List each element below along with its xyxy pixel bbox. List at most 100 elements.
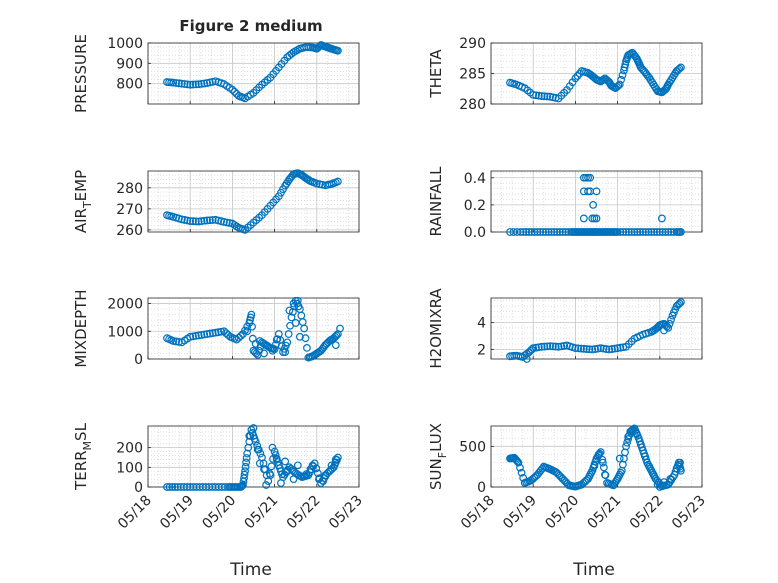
- data-point: [592, 214, 601, 223]
- data-point: [222, 218, 231, 227]
- data-point: [658, 214, 666, 223]
- y-axis-label: H2OMIXRA: [427, 288, 445, 369]
- data-point: [297, 311, 306, 320]
- data-point: [615, 454, 624, 463]
- data-point: [228, 85, 237, 94]
- data-point: [186, 217, 195, 225]
- x-axis-label-left: Time: [229, 560, 272, 580]
- subplot-1: 800 900 1000 PRESSURE: [72, 34, 360, 113]
- data-point: [303, 344, 311, 352]
- data-point: [232, 222, 241, 231]
- data-point: [641, 228, 650, 236]
- series-markers: [506, 173, 685, 236]
- data-point: [205, 216, 214, 225]
- data-point: [283, 467, 292, 476]
- grid: [490, 42, 703, 105]
- data-point: [177, 79, 186, 88]
- data-point: [203, 216, 211, 225]
- data-point: [189, 80, 197, 89]
- data-point: [596, 448, 605, 456]
- data-point: [281, 348, 290, 356]
- data-point: [590, 461, 599, 470]
- data-point: [592, 187, 601, 196]
- data-point: [512, 456, 521, 465]
- data-point: [590, 228, 599, 236]
- subplot-5: 0 1000 2000 MIXDEPTH: [72, 289, 360, 368]
- data-point: [539, 228, 547, 236]
- y-axis-label: PRESSURE: [72, 34, 90, 113]
- data-point: [617, 75, 626, 84]
- data-point: [558, 228, 567, 236]
- data-point: [516, 228, 525, 236]
- data-point: [331, 341, 340, 350]
- data-point: [175, 338, 183, 346]
- data-point: [165, 483, 174, 491]
- data-point: [627, 228, 636, 236]
- data-point: [658, 228, 667, 236]
- data-point: [660, 478, 668, 487]
- data-point: [677, 466, 685, 475]
- data-point: [647, 228, 656, 236]
- data-point: [660, 326, 668, 335]
- data-point: [251, 437, 260, 446]
- grid: [147, 297, 360, 360]
- data-point: [584, 173, 592, 182]
- data-point: [540, 92, 549, 101]
- y-tick-label: 900: [116, 56, 143, 72]
- y-tick-label: 0.0: [464, 225, 486, 241]
- x-tick-label: 05/21: [242, 493, 282, 533]
- data-point: [519, 228, 528, 236]
- data-point: [277, 479, 285, 487]
- data-point: [255, 337, 264, 345]
- data-point: [243, 327, 252, 336]
- data-point: [186, 332, 195, 341]
- subplot-7: 0 100 200 05/18 05/19 05/20 05/21 05/22 05/23 TER…: [72, 422, 366, 532]
- data-point: [589, 200, 598, 209]
- data-point: [197, 79, 206, 88]
- data-point: [532, 91, 540, 100]
- data-point: [548, 342, 557, 351]
- data-point: [666, 474, 675, 483]
- data-point: [327, 461, 336, 470]
- subplot-6: 2 4 H2OMIXRA: [427, 288, 703, 369]
- data-point: [588, 214, 597, 223]
- data-point: [541, 228, 550, 236]
- data-point: [180, 80, 189, 88]
- data-point: [573, 72, 582, 80]
- data-point: [586, 173, 595, 182]
- data-point: [556, 228, 564, 236]
- data-point: [655, 483, 664, 491]
- data-point: [253, 445, 262, 454]
- data-point: [163, 483, 171, 491]
- data-point: [281, 457, 290, 466]
- data-point: [289, 475, 298, 484]
- data-point: [550, 228, 559, 236]
- x-tick-label: 05/19: [500, 493, 540, 533]
- data-point: [613, 344, 622, 353]
- data-point: [189, 332, 197, 341]
- data-point: [315, 180, 324, 189]
- data-point: [649, 470, 658, 479]
- data-point: [522, 228, 531, 236]
- data-point: [267, 462, 276, 471]
- data-point: [171, 483, 179, 491]
- data-point: [247, 310, 256, 319]
- data-point: [516, 463, 524, 472]
- data-point: [260, 349, 268, 358]
- data-point: [599, 463, 608, 472]
- data-point: [547, 228, 556, 236]
- data-point: [665, 319, 674, 328]
- data-point: [574, 344, 583, 353]
- y-tick-label: 280: [459, 97, 486, 113]
- subplot-3: 260 270 280 AIRTEMP: [72, 169, 360, 239]
- data-point: [579, 344, 588, 353]
- data-point: [619, 228, 628, 236]
- data-point: [191, 331, 200, 340]
- data-point: [302, 470, 311, 479]
- data-point: [272, 455, 281, 464]
- series-markers: [163, 41, 342, 103]
- y-tick-label: 0: [477, 480, 486, 496]
- data-point: [200, 216, 209, 225]
- data-point: [180, 216, 189, 224]
